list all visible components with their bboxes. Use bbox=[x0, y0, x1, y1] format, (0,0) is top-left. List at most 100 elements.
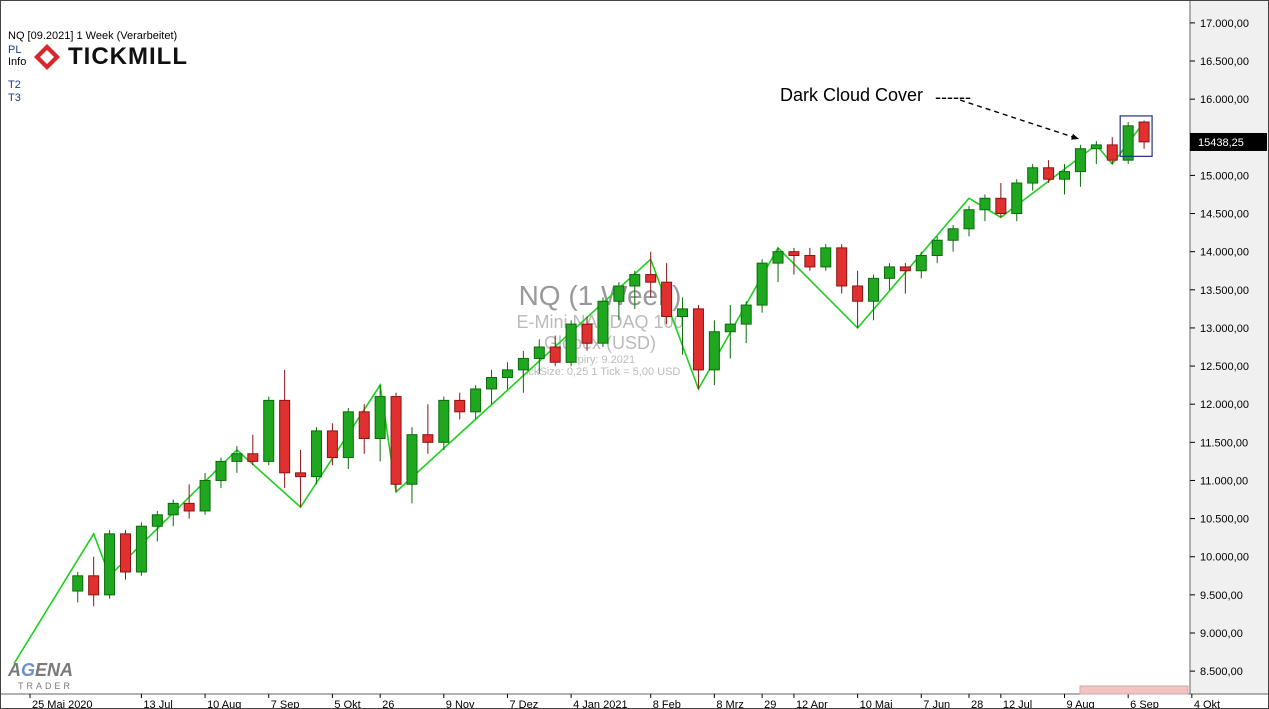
candle-body[interactable] bbox=[232, 454, 242, 462]
candle-body[interactable] bbox=[948, 229, 958, 240]
candle-body[interactable] bbox=[709, 332, 719, 370]
x-tick-label: 12 Apr bbox=[796, 699, 828, 709]
y-tick-label: 10.000,00 bbox=[1200, 552, 1249, 564]
candle-body[interactable] bbox=[662, 282, 672, 316]
y-tick-label: 13.000,00 bbox=[1200, 323, 1249, 335]
x-tick-label: 7 Sep bbox=[271, 699, 300, 709]
candle-body[interactable] bbox=[1044, 168, 1054, 179]
candle-body[interactable] bbox=[89, 576, 99, 595]
candle-body[interactable] bbox=[566, 324, 576, 362]
x-tick-label: 25 Mai 2020 bbox=[32, 699, 93, 709]
candle-body[interactable] bbox=[327, 431, 337, 458]
last-price-value: 15438,25 bbox=[1198, 137, 1244, 149]
x-tick-label: 10 Mai bbox=[860, 699, 893, 709]
candle-body[interactable] bbox=[900, 267, 910, 271]
annotation-arrow bbox=[960, 100, 1079, 139]
candle-body[interactable] bbox=[980, 198, 990, 209]
candle-body[interactable] bbox=[216, 461, 226, 480]
candle-body[interactable] bbox=[534, 347, 544, 358]
y-tick-label: 11.500,00 bbox=[1200, 437, 1248, 449]
x-tick-label: 4 Jan 2021 bbox=[573, 699, 627, 709]
candle-body[interactable] bbox=[439, 400, 449, 442]
candle-body[interactable] bbox=[1028, 168, 1038, 183]
candle-body[interactable] bbox=[805, 255, 815, 266]
candle-body[interactable] bbox=[1091, 145, 1101, 149]
candle-body[interactable] bbox=[311, 431, 321, 477]
x-tick-label: 9 Aug bbox=[1067, 699, 1095, 709]
candle-body[interactable] bbox=[152, 515, 162, 526]
y-tick-label: 14.000,00 bbox=[1200, 247, 1249, 259]
candle-body[interactable] bbox=[773, 252, 783, 263]
candle-body[interactable] bbox=[996, 198, 1006, 213]
y-tick-label: 14.500,00 bbox=[1200, 209, 1249, 221]
candle-body[interactable] bbox=[678, 309, 688, 317]
x-tick-label: 12 Jul bbox=[1003, 699, 1032, 709]
horizontal-scroll-track[interactable] bbox=[1080, 686, 1188, 694]
candle-body[interactable] bbox=[518, 358, 528, 369]
candle-body[interactable] bbox=[1012, 183, 1022, 214]
candle-body[interactable] bbox=[200, 480, 210, 511]
candle-body[interactable] bbox=[646, 275, 656, 283]
candle-body[interactable] bbox=[184, 503, 194, 511]
y-tick-label: 17.000,00 bbox=[1200, 18, 1249, 30]
candle-body[interactable] bbox=[502, 370, 512, 378]
candle-body[interactable] bbox=[884, 267, 894, 278]
candle-body[interactable] bbox=[757, 263, 767, 305]
candle-body[interactable] bbox=[105, 534, 115, 595]
x-tick-label: 5 Okt bbox=[334, 699, 360, 709]
x-tick-label: 29 bbox=[764, 699, 776, 709]
candle-body[interactable] bbox=[932, 240, 942, 255]
y-tick-label: 12.000,00 bbox=[1200, 399, 1249, 411]
candle-body[interactable] bbox=[550, 347, 560, 362]
price-chart[interactable]: 8.500,009.000,009.500,0010.000,0010.500,… bbox=[0, 0, 1269, 709]
candle-body[interactable] bbox=[741, 305, 751, 324]
candle-body[interactable] bbox=[869, 278, 879, 301]
candle-body[interactable] bbox=[614, 286, 624, 301]
candle-body[interactable] bbox=[359, 412, 369, 439]
candle-body[interactable] bbox=[1123, 126, 1133, 160]
candle-body[interactable] bbox=[375, 397, 385, 439]
candle-body[interactable] bbox=[280, 400, 290, 472]
candle-body[interactable] bbox=[264, 400, 274, 461]
candle-body[interactable] bbox=[725, 324, 735, 332]
candle-body[interactable] bbox=[136, 526, 146, 572]
candle-body[interactable] bbox=[487, 378, 497, 389]
candle-body[interactable] bbox=[837, 248, 847, 286]
candle-body[interactable] bbox=[73, 576, 83, 591]
candle-body[interactable] bbox=[407, 435, 417, 485]
x-tick-label: 10 Aug bbox=[207, 699, 241, 709]
candle-body[interactable] bbox=[582, 324, 592, 343]
candle-body[interactable] bbox=[916, 255, 926, 270]
candle-body[interactable] bbox=[391, 397, 401, 485]
candle-body[interactable] bbox=[630, 275, 640, 286]
candle-body[interactable] bbox=[120, 534, 130, 572]
candle-body[interactable] bbox=[296, 473, 306, 477]
candle-body[interactable] bbox=[853, 286, 863, 301]
y-tick-label: 9.000,00 bbox=[1200, 628, 1243, 640]
candle-body[interactable] bbox=[423, 435, 433, 443]
candle-body[interactable] bbox=[471, 389, 481, 412]
candle-body[interactable] bbox=[455, 400, 465, 411]
chart-border bbox=[1, 1, 1269, 709]
y-tick-label: 13.500,00 bbox=[1200, 285, 1249, 297]
candle-body[interactable] bbox=[964, 210, 974, 229]
x-tick-label: 28 bbox=[971, 699, 983, 709]
x-tick-label: 26 bbox=[382, 699, 394, 709]
y-tick-label: 8.500,00 bbox=[1200, 666, 1243, 678]
candle-body[interactable] bbox=[1139, 122, 1149, 142]
candle-body[interactable] bbox=[343, 412, 353, 458]
x-tick-label: 9 Nov bbox=[446, 699, 475, 709]
candle-body[interactable] bbox=[1075, 149, 1085, 172]
candle-body[interactable] bbox=[1107, 145, 1117, 160]
candle-body[interactable] bbox=[821, 248, 831, 267]
candle-body[interactable] bbox=[248, 454, 258, 462]
x-tick-label: 8 Mrz bbox=[716, 699, 744, 709]
candle-body[interactable] bbox=[693, 309, 703, 370]
candle-body[interactable] bbox=[598, 301, 608, 343]
x-tick-label: 13 Jul bbox=[143, 699, 172, 709]
chart-root: { "chart": { "type": "candlestick", "wid… bbox=[0, 0, 1269, 709]
candle-body[interactable] bbox=[168, 503, 178, 514]
candle-body[interactable] bbox=[789, 252, 799, 256]
candle-body[interactable] bbox=[1060, 172, 1070, 180]
annotation-arrowhead bbox=[1071, 134, 1079, 140]
